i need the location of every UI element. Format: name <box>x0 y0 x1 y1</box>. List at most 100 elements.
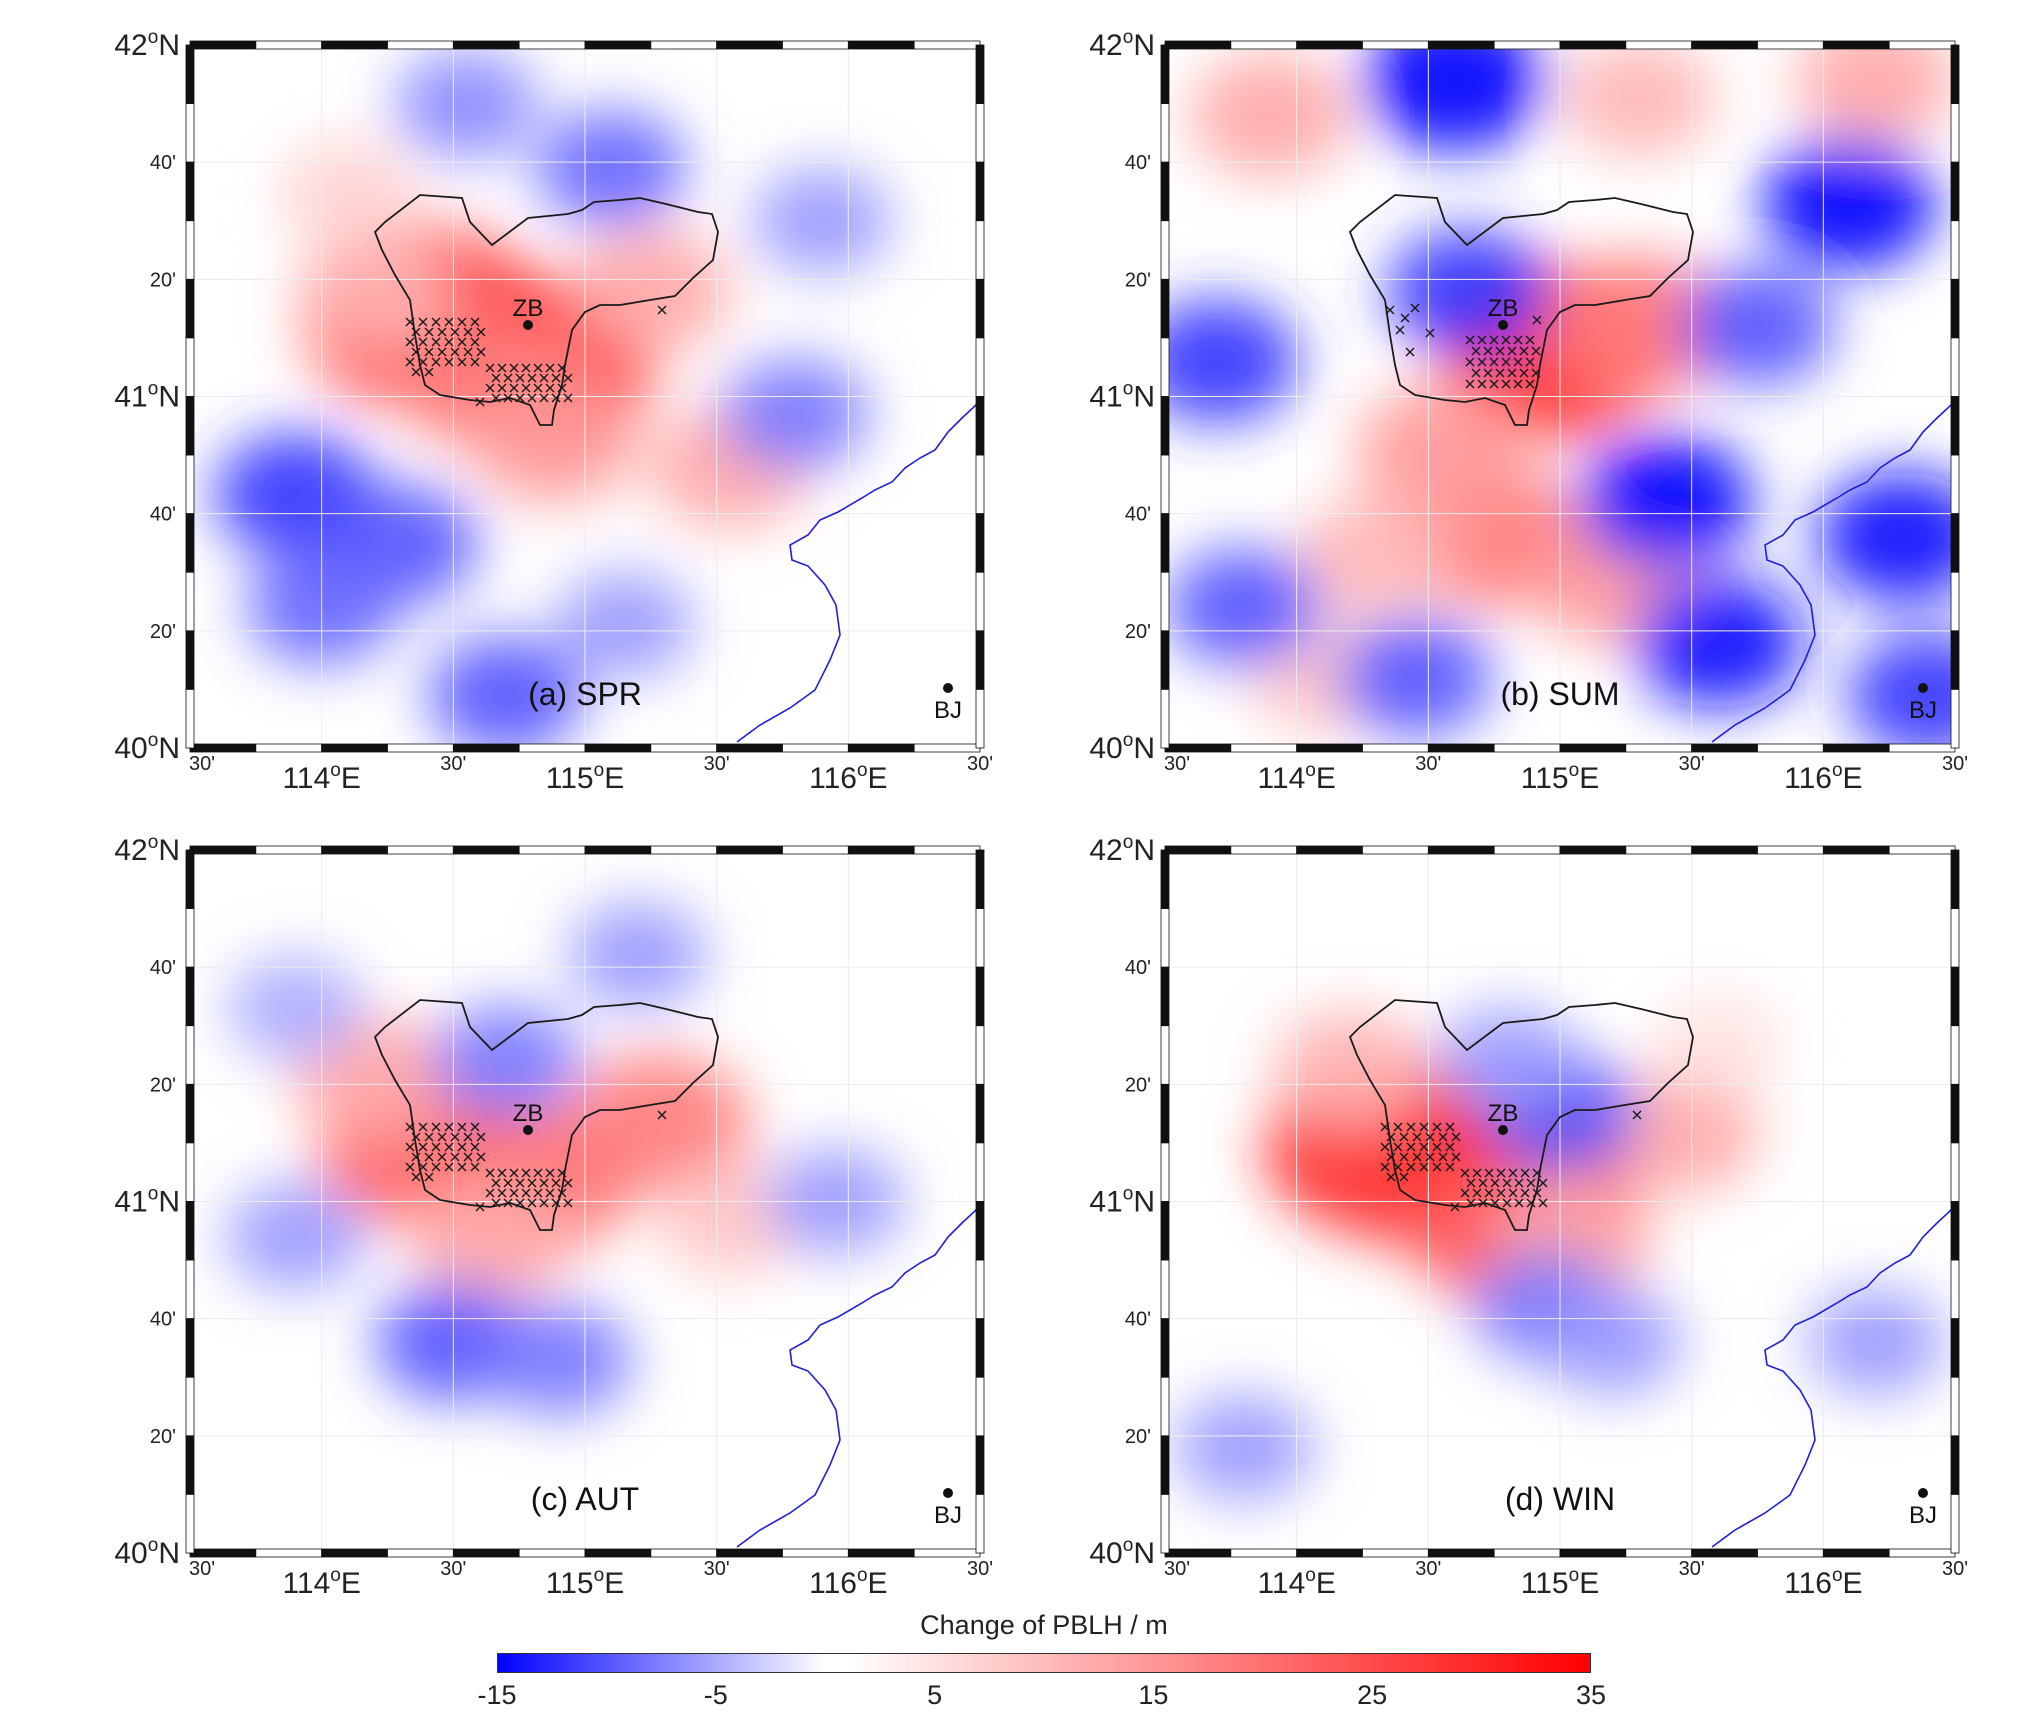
graticule <box>190 45 980 748</box>
significance-cross <box>545 1168 555 1178</box>
significance-cross <box>444 317 454 327</box>
latitude-minor-label: 40' <box>1125 504 1151 526</box>
significance-cross <box>1425 1132 1435 1142</box>
significance-cross <box>1502 1178 1512 1188</box>
significance-cross <box>657 1110 667 1120</box>
significance-cross <box>470 1122 480 1132</box>
significance-cross <box>1380 1142 1390 1152</box>
significance-cross <box>503 373 513 383</box>
anomaly-blob <box>395 49 538 160</box>
significance-cross <box>1477 379 1487 389</box>
anomaly-blob <box>1543 1288 1683 1396</box>
significance-cross <box>405 337 415 347</box>
anomaly-blob <box>428 636 584 748</box>
bj-city-marker <box>943 1488 953 1498</box>
significance-cross <box>563 393 573 403</box>
significance-cross <box>1410 303 1420 313</box>
longitude-minor-label: 30' <box>440 1558 466 1580</box>
anomaly-blob <box>752 167 892 275</box>
significance-cross <box>1532 1168 1542 1178</box>
significance-cross <box>485 1168 495 1178</box>
significance-cross <box>424 1152 434 1162</box>
significance-cross <box>470 357 480 367</box>
significance-cross <box>1507 368 1517 378</box>
significance-cross <box>450 327 460 337</box>
colorbar-tick-label: 25 <box>1357 1680 1388 1710</box>
pblh-anomaly-field <box>225 901 905 1417</box>
significance-cross <box>1450 1202 1460 1212</box>
significance-markers <box>405 305 667 407</box>
map-frame <box>1160 845 1960 1558</box>
anomaly-blob <box>1633 577 1803 708</box>
significance-cross <box>1520 1168 1530 1178</box>
significance-cross <box>1495 368 1505 378</box>
significance-cross <box>1393 1142 1403 1152</box>
significance-cross <box>444 1142 454 1152</box>
significance-cross <box>1393 1162 1403 1172</box>
significance-cross <box>411 1152 421 1162</box>
significance-cross <box>521 383 531 393</box>
significance-cross <box>563 373 573 383</box>
significance-cross <box>424 367 434 377</box>
anomaly-blob <box>468 373 638 504</box>
longitude-label: 116oE <box>1784 1565 1862 1600</box>
bj-city-marker <box>943 683 953 693</box>
significance-cross <box>1432 1142 1442 1152</box>
longitude-minor-label: 30' <box>189 753 215 775</box>
latitude-minor-label: 20' <box>1125 269 1151 291</box>
significance-cross <box>1386 1172 1396 1182</box>
significance-cross <box>539 1198 549 1208</box>
significance-cross <box>1519 346 1529 356</box>
significance-cross <box>476 347 486 357</box>
significance-cross <box>444 1122 454 1132</box>
significance-cross <box>475 1202 485 1212</box>
significance-cross <box>1451 1132 1461 1142</box>
significance-cross <box>491 1198 501 1208</box>
significance-cross <box>1380 1122 1390 1132</box>
zb-city-marker <box>523 320 533 330</box>
significance-cross <box>437 1152 447 1162</box>
significance-cross <box>545 383 555 393</box>
colorbar-tick-label: 5 <box>927 1680 943 1710</box>
significance-cross <box>1526 1178 1536 1188</box>
significance-cross <box>1513 335 1523 345</box>
significance-cross <box>1484 1188 1494 1198</box>
significance-cross <box>1425 1152 1435 1162</box>
significance-cross <box>1451 1152 1461 1162</box>
significance-cross <box>424 1172 434 1182</box>
significance-cross <box>411 367 421 377</box>
anomaly-blob <box>412 1174 574 1299</box>
significance-cross <box>545 1188 555 1198</box>
anomaly-blob <box>1437 1007 1577 1115</box>
significance-cross <box>1380 1162 1390 1172</box>
city-boundary <box>1348 194 1694 426</box>
bj-city-marker <box>1918 1488 1928 1498</box>
panel-summer: ZB BJ (b) SUM 42oN 41oN 40oN 40' 20' 40' 20' 114oE… <box>975 0 1968 805</box>
longitude-minor-label: 30' <box>189 1558 215 1580</box>
significance-cross <box>497 1168 507 1178</box>
significance-cross <box>1386 1152 1396 1162</box>
significance-cross <box>418 1162 428 1172</box>
anomaly-blob <box>432 1004 580 1118</box>
longitude-minor-label: 30' <box>440 753 466 775</box>
significance-cross <box>1445 1142 1455 1152</box>
anomaly-blob <box>1189 53 1352 178</box>
anomaly-blob <box>1806 1288 1946 1396</box>
significance-cross <box>551 1198 561 1208</box>
significance-cross <box>431 357 441 367</box>
significance-cross <box>444 357 454 367</box>
significance-cross <box>1478 1198 1488 1208</box>
significance-markers <box>1385 303 1542 389</box>
longitude-minor-label: 30' <box>704 1558 730 1580</box>
significance-cross <box>515 373 525 383</box>
significance-cross <box>411 327 421 337</box>
significance-cross <box>1386 1132 1396 1142</box>
latitude-label: 41oN <box>114 1184 180 1219</box>
significance-cross <box>424 347 434 357</box>
significance-cross <box>1406 1162 1416 1172</box>
longitude-label: 116oE <box>809 760 887 795</box>
significance-cross <box>533 1188 543 1198</box>
anomaly-blob <box>225 1183 365 1291</box>
significance-cross <box>1513 379 1523 389</box>
longitude-label: 114oE <box>282 760 360 795</box>
